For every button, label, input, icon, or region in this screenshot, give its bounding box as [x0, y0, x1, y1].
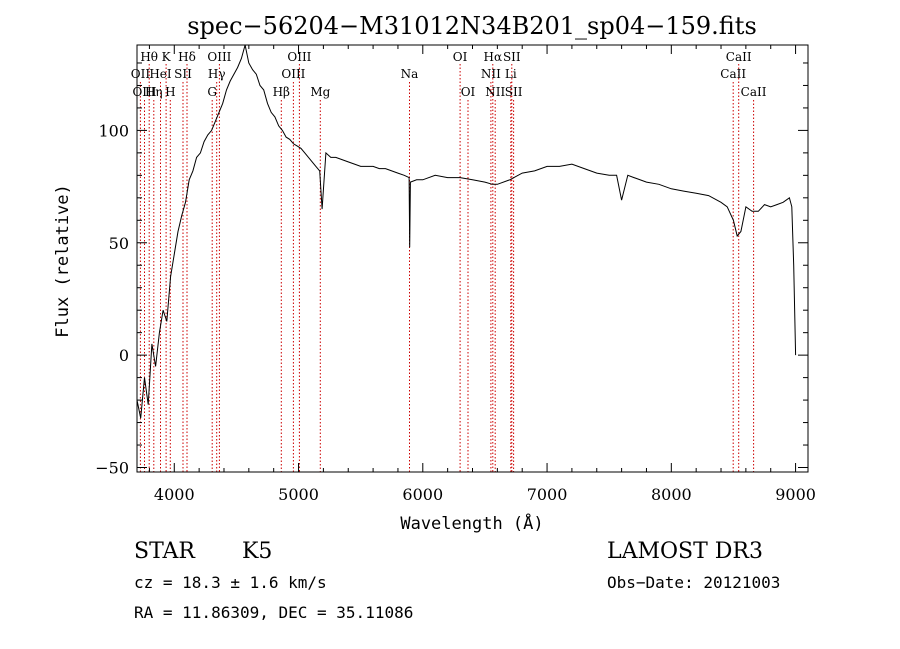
y-axis-label: Flux (relative) [53, 184, 73, 338]
line-label: Li [505, 67, 517, 81]
coordinates-text: RA = 11.86309, DEC = 35.11086 [134, 603, 414, 622]
spectrum-line [136, 44, 797, 419]
line-label: OII [131, 67, 151, 81]
line-label: Hβ [273, 85, 290, 99]
class-label: STAR [134, 539, 195, 564]
line-label: Mg [310, 85, 330, 99]
line-label: OIII [207, 50, 231, 64]
x-tick-label: 9000 [775, 485, 816, 504]
x-tick-label: 8000 [651, 485, 692, 504]
x-tick-label: 4000 [154, 485, 195, 504]
line-label: NII [485, 85, 505, 99]
line-label: OIII [132, 85, 156, 99]
line-label: HeI [149, 67, 172, 81]
line-label: OIII [281, 67, 305, 81]
y-axis-ticks: −50 0 50 100 [95, 62, 808, 478]
line-label: Hα [484, 50, 503, 64]
survey-label: LAMOST DR3 [607, 539, 763, 564]
obs-date-text: Obs−Date: 20121003 [607, 573, 781, 592]
x-tick-label: 6000 [402, 485, 443, 504]
line-label: OI [461, 85, 476, 99]
y-tick-label: −50 [95, 459, 129, 478]
line-label: Hδ [178, 50, 196, 64]
line-labels: Hθ OII OIII K HeI Hη Hδ SII H OIII Hγ G OIII OIII Hβ Mg… [131, 50, 767, 99]
line-label: OIII [287, 50, 311, 64]
plot-frame [136, 44, 809, 473]
line-label: CaII [720, 67, 746, 81]
line-label: G [207, 85, 217, 99]
x-axis-ticks: 4000 5000 6000 7000 8000 9000 [148, 45, 816, 504]
line-label: K [162, 50, 172, 64]
x-tick-label: 5000 [278, 485, 319, 504]
x-axis-label: Wavelength (Å) [400, 512, 543, 534]
line-label: CaII [741, 85, 767, 99]
y-tick-label: 50 [109, 234, 129, 253]
chart-title: spec−56204−M31012N34B201_sp04−159.fits [187, 12, 757, 40]
line-label: OI [453, 50, 468, 64]
line-label: H [165, 85, 175, 99]
y-tick-label: 0 [119, 346, 129, 365]
x-tick-label: 7000 [527, 485, 568, 504]
line-label: Hη [145, 85, 163, 99]
line-label: Na [401, 67, 419, 81]
line-markers [139, 64, 755, 472]
line-label: SII [505, 85, 523, 99]
line-label: Hγ [208, 67, 226, 81]
line-label: SII [503, 50, 521, 64]
line-label: Hθ [140, 50, 158, 64]
line-label: CaII [726, 50, 752, 64]
line-label: SII [174, 67, 192, 81]
line-label: NII [481, 67, 501, 81]
subclass-label: K5 [242, 539, 273, 564]
redshift-text: cz = 18.3 ± 1.6 km/s [134, 573, 327, 592]
y-tick-label: 100 [98, 121, 129, 140]
